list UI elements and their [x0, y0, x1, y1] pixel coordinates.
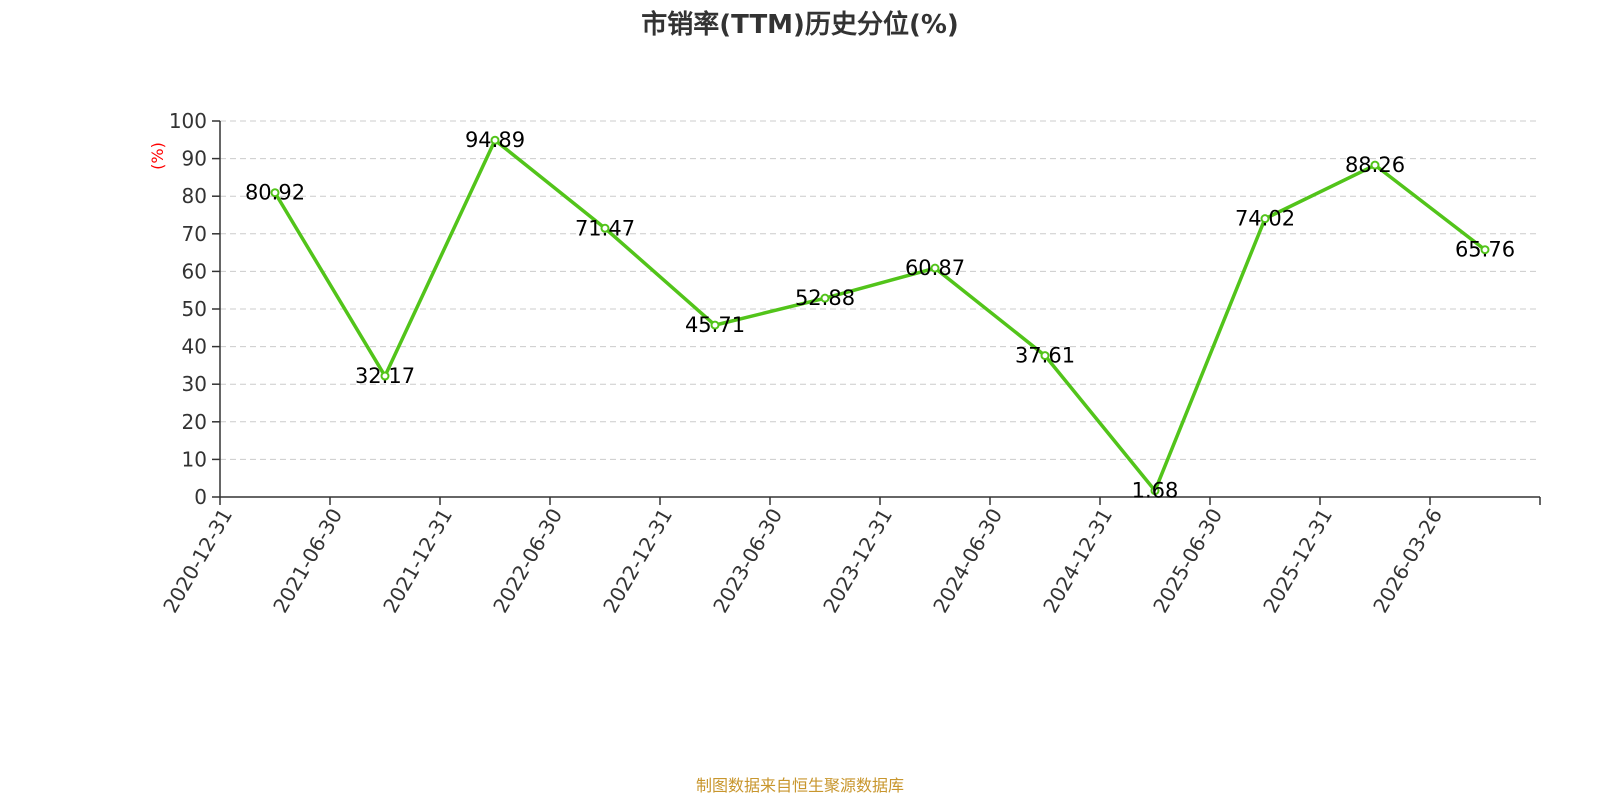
x-tick-label: 2026-03-26	[1368, 504, 1447, 617]
x-tick-label: 2025-06-30	[1148, 504, 1227, 617]
data-point	[1370, 160, 1380, 170]
data-labels: 80.92 32.17 94.89 71.47 45.71 52.88 60.87 37.61…	[245, 128, 1515, 502]
data-label: 32.17	[355, 364, 415, 388]
x-tick-label: 2022-12-31	[598, 504, 677, 617]
data-label: 88.26	[1345, 153, 1405, 177]
x-tick-label: 2024-06-30	[928, 504, 1007, 617]
y-tick-label: 100	[169, 109, 207, 133]
data-label: 45.71	[685, 313, 745, 337]
x-tick-label: 2020-12-31	[158, 504, 237, 617]
data-point	[820, 293, 830, 303]
data-point	[490, 135, 500, 145]
data-label: 37.61	[1015, 344, 1075, 368]
y-tick-label: 90	[182, 147, 207, 171]
x-tick-label: 2023-06-30	[708, 504, 787, 617]
source-note: 制图数据来自恒生聚源数据库	[696, 776, 904, 795]
data-label: 94.89	[465, 128, 525, 152]
x-tick-label: 2022-06-30	[488, 504, 567, 617]
y-tick-label: 50	[182, 297, 207, 321]
y-tick-label: 0	[194, 485, 207, 509]
x-tick-label: 2021-06-30	[268, 504, 347, 617]
data-label: 74.02	[1235, 207, 1295, 231]
data-label: 60.87	[905, 256, 965, 280]
y-tick-label: 70	[182, 222, 207, 246]
data-point	[930, 263, 940, 273]
data-label: 52.88	[795, 286, 855, 310]
data-point	[1260, 214, 1270, 224]
y-tick-label: 20	[182, 410, 207, 434]
y-axis-unit-label: (%)	[148, 142, 167, 170]
data-label: 65.76	[1455, 238, 1515, 262]
series-line-group	[270, 135, 1490, 496]
x-tick-label: 2025-12-31	[1258, 504, 1337, 617]
data-point	[1150, 486, 1160, 496]
x-tick-label: 2023-12-31	[818, 504, 897, 617]
series-line	[273, 138, 1487, 493]
x-tick-label: 2021-12-31	[378, 504, 457, 617]
data-point	[600, 223, 610, 233]
y-tick-label: 80	[182, 184, 207, 208]
data-label: 1.68	[1132, 479, 1179, 503]
y-tick-label: 10	[182, 447, 207, 471]
y-tick-label: 60	[182, 259, 207, 283]
data-point	[270, 188, 280, 198]
data-point	[1480, 245, 1490, 255]
data-point	[1040, 351, 1050, 361]
chart-title: 市销率(TTM)历史分位(%)	[641, 9, 959, 40]
y-tick-label: 30	[182, 372, 207, 396]
y-tick-label: 40	[182, 335, 207, 359]
data-point	[380, 371, 390, 381]
x-tick-label: 2024-12-31	[1038, 504, 1117, 617]
data-point	[710, 320, 720, 330]
data-label: 71.47	[575, 216, 635, 240]
data-label: 80.92	[245, 181, 305, 205]
gridlines	[220, 120, 1540, 460]
